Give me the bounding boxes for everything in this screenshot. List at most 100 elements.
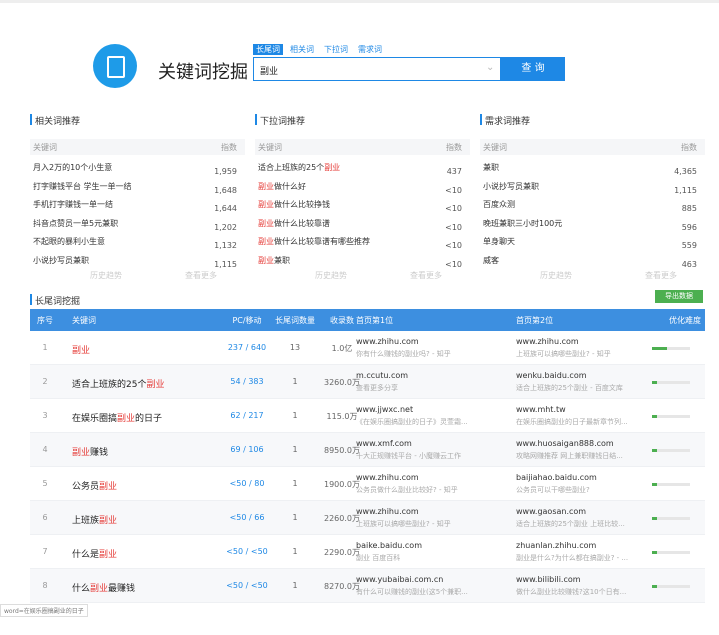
panel-keyword[interactable]: 百度众测: [483, 200, 515, 209]
row-pc-mobile: 54 / 383: [230, 377, 264, 386]
row-keyword[interactable]: 副业: [72, 346, 91, 356]
row-indexed: 2260.0万: [324, 514, 360, 523]
table-col-header: 序号: [37, 316, 53, 325]
panel-index: <10: [445, 185, 462, 195]
row-keyword[interactable]: 公务员副业: [72, 482, 118, 492]
rank-url[interactable]: m.ccutu.com: [356, 371, 409, 380]
panel-marker: [30, 114, 32, 125]
rank-title: 在娱乐圈搞副业的日子最新章节列...: [516, 418, 628, 426]
app-title: 关键词挖掘: [158, 62, 248, 83]
rank-title: 做什么副业比较赚钱?这10个日有...: [516, 588, 627, 596]
panel-keyword[interactable]: 抖音点赞员一单5元兼职: [33, 218, 119, 228]
rank-url[interactable]: www.jjwxc.net: [356, 405, 414, 414]
rank-url[interactable]: www.bilibili.com: [516, 575, 581, 584]
panel-index: 1,132: [214, 241, 237, 250]
rank-title: 适合上班族的25个副业 - 百度文库: [516, 384, 623, 392]
rank-url[interactable]: zhuanlan.zhihu.com: [516, 541, 597, 550]
row-count: 1: [292, 445, 298, 454]
panel-footer-link[interactable]: 查看更多: [410, 271, 442, 280]
difficulty-bar: [652, 483, 657, 486]
panel-keyword[interactable]: 副业做什么比较挣钱: [258, 200, 330, 209]
panel-footer-link[interactable]: 历史趋势: [90, 271, 122, 280]
search-tab[interactable]: 需求词: [358, 45, 382, 54]
panel-keyword[interactable]: 打字赚钱平台 学生一单一结: [33, 181, 132, 191]
table-title: 长尾词挖掘: [35, 297, 81, 307]
panel-marker: [255, 114, 257, 125]
row-indexed: 1900.0万: [324, 480, 360, 489]
panel-keyword[interactable]: 副业做什么比较靠谱: [258, 218, 330, 228]
row-pc-mobile: <50 / 80: [229, 479, 265, 488]
rank-url[interactable]: www.zhihu.com: [356, 337, 419, 346]
search-input[interactable]: 副业 ⌄: [253, 57, 501, 81]
panel-col: 关键词: [33, 143, 57, 152]
rank-url[interactable]: wenku.baidu.com: [516, 371, 587, 380]
panel-keyword[interactable]: 月入2万的10个小生意: [33, 163, 113, 172]
rank-url[interactable]: baijiahao.baidu.com: [516, 473, 597, 482]
panel-keyword[interactable]: 小说抄写员兼职: [483, 181, 539, 191]
row-indexed: 8270.0万: [324, 582, 360, 591]
panel-index: 1,202: [214, 222, 237, 232]
panel-title: 需求词推荐: [485, 117, 531, 127]
panel-keyword[interactable]: 副业做什么好: [258, 181, 306, 191]
difficulty-track: [652, 585, 690, 588]
row-index: 3: [42, 411, 48, 420]
panel-footer-link[interactable]: 查看更多: [645, 271, 677, 280]
rank-title: 上班族可以搞哪些副业? - 知乎: [356, 520, 451, 528]
panel-keyword[interactable]: 副业做什么比较靠谱有哪些推荐: [258, 237, 370, 246]
panel-keyword[interactable]: 威客: [483, 255, 499, 265]
panel-index: 4,365: [674, 167, 697, 176]
panel-col: 指数: [446, 143, 462, 152]
row-count: 1: [292, 581, 298, 590]
rank-title: 适合上班族的25个副业 上班比较...: [516, 520, 625, 528]
rank-title: 公务员做什么副业比较好? - 知乎: [356, 486, 458, 494]
table-header-bg: [30, 309, 705, 331]
table-row: [30, 433, 705, 467]
rank-url[interactable]: www.huosaigan888.com: [516, 439, 614, 448]
table-row: [30, 331, 705, 365]
rank-url[interactable]: www.gaosan.com: [516, 507, 587, 516]
difficulty-bar: [652, 381, 657, 384]
row-keyword[interactable]: 在娱乐圈搞副业的日子: [72, 414, 163, 424]
panel-footer-link[interactable]: 查看更多: [185, 271, 217, 280]
panel-keyword[interactable]: 手机打字赚钱一单一结: [33, 200, 113, 209]
panel-keyword[interactable]: 小说抄写员兼职: [33, 255, 89, 265]
panel-keyword[interactable]: 副业兼职: [258, 255, 290, 265]
search-tab[interactable]: 相关词: [290, 45, 314, 54]
difficulty-bar: [652, 585, 657, 588]
panel-keyword[interactable]: 适合上班族的25个副业: [258, 163, 341, 172]
row-keyword[interactable]: 上班族副业: [72, 516, 118, 526]
panel-footer-link[interactable]: 历史趋势: [540, 271, 572, 280]
rank-title: 你有什么赚钱的副业吗? - 知乎: [356, 350, 451, 358]
panel-keyword[interactable]: 晚班兼职三小时100元: [483, 218, 563, 228]
rank-url[interactable]: www.yubaibai.com.cn: [356, 575, 444, 584]
difficulty-track: [652, 517, 690, 520]
rank-url[interactable]: www.zhihu.com: [356, 473, 419, 482]
panel-index: 1,115: [214, 259, 237, 269]
row-keyword[interactable]: 什么副业最赚钱: [72, 584, 136, 594]
panel-footer-link[interactable]: 历史趋势: [315, 271, 347, 280]
panel-col: 关键词: [258, 143, 282, 152]
search-tab[interactable]: 长尾词: [253, 44, 283, 55]
export-button[interactable]: 导出数据: [655, 290, 703, 303]
rank-url[interactable]: www.xmf.com: [356, 439, 412, 448]
rank-url[interactable]: baike.baidu.com: [356, 541, 422, 550]
row-keyword[interactable]: 什么是副业: [72, 550, 118, 560]
panel-keyword[interactable]: 单身聊天: [483, 237, 515, 246]
panel-keyword[interactable]: 不起眼的暴利小生意: [33, 237, 105, 246]
rank-title: 副业 百度百科: [356, 554, 401, 562]
panel-index: <10: [445, 204, 462, 213]
search-button[interactable]: 查 询: [501, 57, 565, 81]
rank-url[interactable]: www.mht.tw: [516, 405, 566, 414]
row-pc-mobile: <50 / 66: [229, 513, 265, 522]
rank-url[interactable]: www.zhihu.com: [516, 337, 579, 346]
row-indexed: 8950.0万: [324, 446, 360, 455]
panel-keyword[interactable]: 兼职: [483, 163, 499, 172]
row-keyword[interactable]: 适合上班族的25个副业: [72, 380, 165, 390]
row-indexed: 2290.0万: [324, 548, 360, 557]
row-pc-mobile: 69 / 106: [230, 445, 264, 454]
row-keyword[interactable]: 副业赚钱: [72, 448, 109, 458]
rank-url[interactable]: www.zhihu.com: [356, 507, 419, 516]
difficulty-bar: [652, 347, 668, 350]
row-indexed: 3260.0万: [324, 378, 360, 387]
search-tab[interactable]: 下拉词: [324, 45, 348, 54]
